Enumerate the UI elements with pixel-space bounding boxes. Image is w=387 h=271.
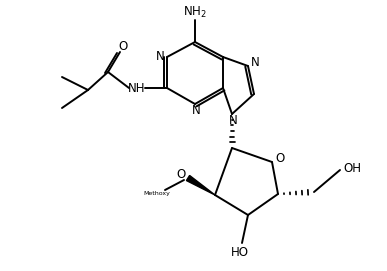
Text: NH$_2$: NH$_2$ [183, 4, 207, 20]
Text: O: O [176, 169, 186, 182]
Text: Methoxy: Methoxy [144, 191, 170, 195]
Text: NH: NH [128, 82, 146, 95]
Polygon shape [187, 175, 215, 195]
Text: N: N [251, 56, 259, 69]
Text: O: O [118, 40, 128, 53]
Text: O: O [276, 151, 284, 164]
Text: OH: OH [343, 162, 361, 175]
Text: N: N [156, 50, 164, 63]
Text: HO: HO [231, 246, 249, 259]
Text: N: N [229, 115, 237, 127]
Text: N: N [192, 105, 200, 118]
